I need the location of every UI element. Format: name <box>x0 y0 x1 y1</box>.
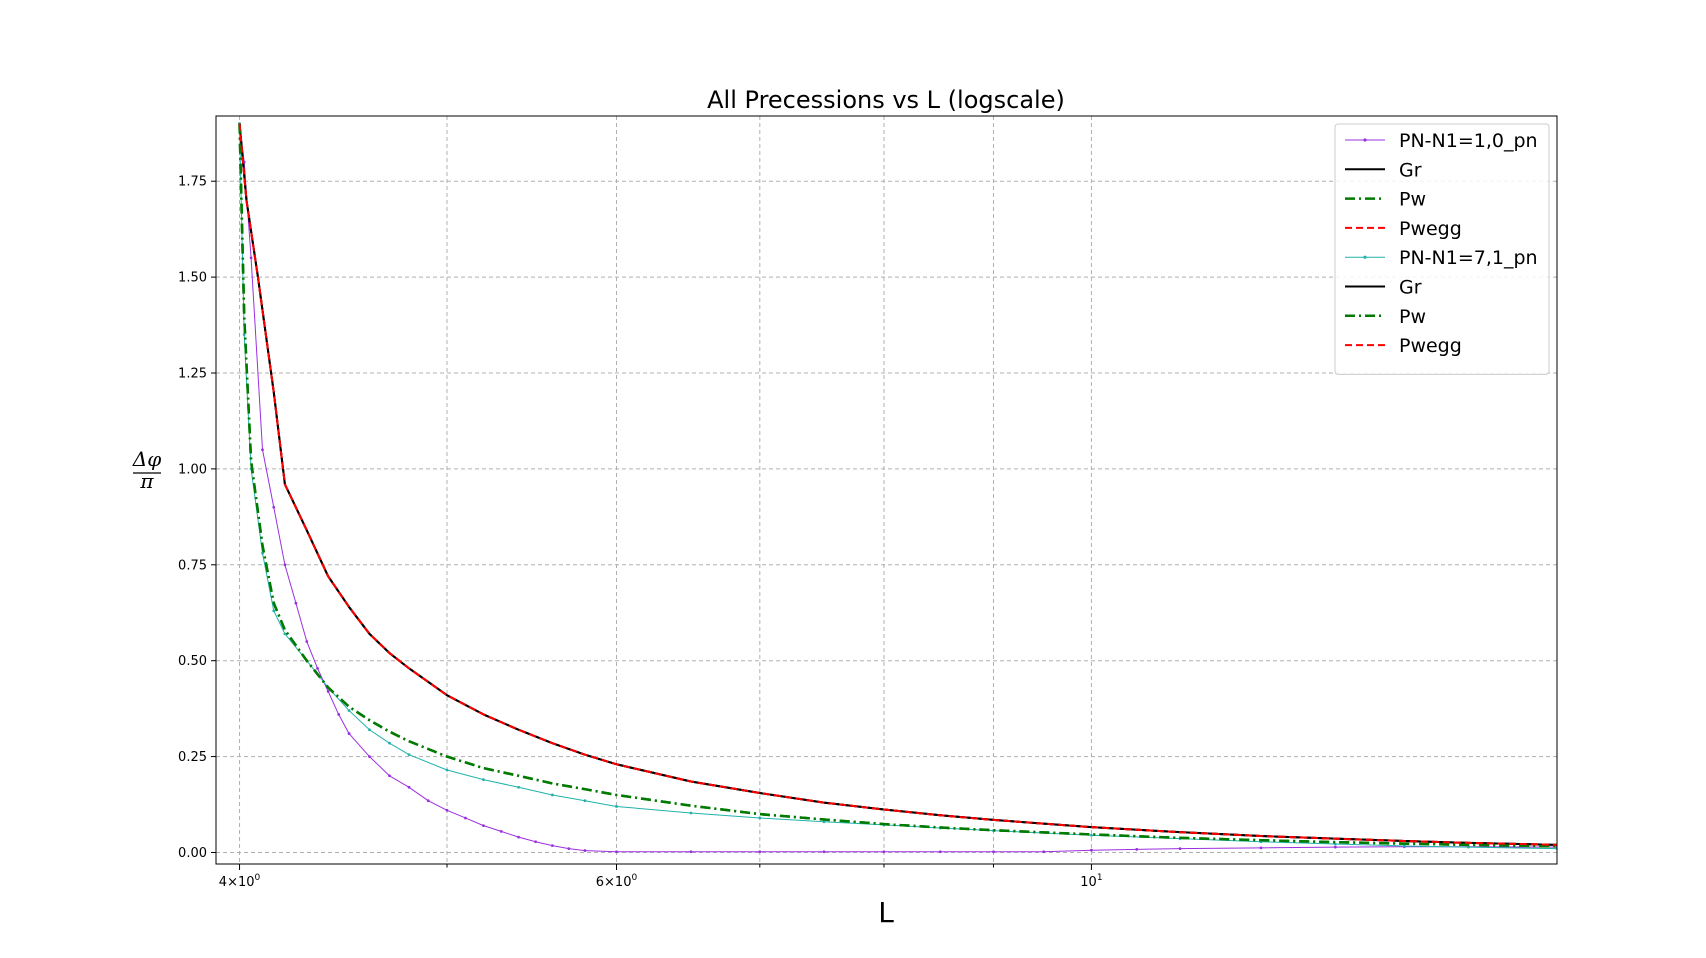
series-0-point-14 <box>407 785 411 789</box>
legend-label-6: Pw <box>1399 306 1426 328</box>
legend-swatch-marker-0 <box>1363 138 1367 142</box>
series-line-7 <box>238 123 1557 846</box>
legend-label-1: Gr <box>1399 159 1422 181</box>
series-0-point-21 <box>534 840 538 844</box>
series-0-point-8 <box>316 666 319 670</box>
y-tick-label-5: 1.25 <box>178 367 207 382</box>
series-0-point-18 <box>482 824 485 828</box>
series-0-point-12 <box>368 755 371 758</box>
series-0-point-9 <box>326 689 330 693</box>
y-tick-label-3: 0.75 <box>178 558 207 573</box>
legend-label-4: PN-N1=7,1_pn <box>1399 247 1538 269</box>
y-axis-label-numerator: Δφ <box>132 447 161 471</box>
series-0-point-27 <box>758 850 762 854</box>
series-0-point-7 <box>305 640 309 643</box>
series-0-point-35 <box>1178 847 1182 851</box>
series-0-point-11 <box>347 732 351 735</box>
series-0-point-24 <box>583 849 587 852</box>
series-0-point-5 <box>283 563 287 567</box>
series-0-point-31 <box>992 850 995 854</box>
series-0-point-2 <box>249 256 253 260</box>
series-0-point-25 <box>615 850 618 854</box>
series-4-point-9 <box>368 728 371 732</box>
series-4-point-8 <box>347 709 351 712</box>
legend: PN-N1=1,0_pn Gr Pw Pwegg PN-N1=7,1_pn Gr Pw Pwe… <box>1334 123 1550 375</box>
x-tick-label-2: 101 <box>1080 873 1102 890</box>
y-tick-label-1: 0.25 <box>178 750 207 765</box>
series-4-point-4 <box>272 609 276 613</box>
legend-label-3: Pwegg <box>1399 218 1462 240</box>
y-tick-label-2: 0.50 <box>178 654 207 669</box>
legend-box <box>1334 123 1550 375</box>
series-4-point-12 <box>445 768 449 772</box>
y-axis-label-denominator: π <box>139 469 154 493</box>
series-4-point-20 <box>822 820 826 824</box>
chart-title: All Precessions vs L (logscale) <box>707 86 1065 114</box>
series-4-point-16 <box>583 799 587 803</box>
series-4-point-10 <box>388 741 391 745</box>
series-0-point-17 <box>464 816 467 820</box>
y-tick-label-0: 0.00 <box>178 846 207 861</box>
legend-swatch-marker-4 <box>1363 255 1367 259</box>
series-0-point-6 <box>294 601 298 605</box>
x-axis-ticks: 4×100 6×100 101 <box>219 864 1103 890</box>
legend-label-5: Gr <box>1399 277 1422 299</box>
series-0-point-16 <box>445 808 449 812</box>
series-0-point-33 <box>1090 848 1093 852</box>
series-4-point-15 <box>550 793 554 797</box>
series-4-point-1 <box>242 333 246 337</box>
series-4-point-28 <box>1402 844 1406 848</box>
x-axis-label: L <box>878 896 894 929</box>
series-4-point-5 <box>283 632 287 636</box>
y-axis-label: Δφ π <box>132 447 161 493</box>
series-0-point-10 <box>337 713 341 716</box>
series-4-point-19 <box>758 816 762 820</box>
series-0-point-30 <box>938 850 942 854</box>
y-tick-label-7: 1.75 <box>178 175 207 190</box>
series-0-point-37 <box>1333 845 1337 849</box>
legend-label-7: Pwegg <box>1399 335 1462 357</box>
series-0-point-4 <box>272 505 276 509</box>
series-0-point-32 <box>1042 850 1046 854</box>
series-0-point-34 <box>1135 848 1139 851</box>
series-0-point-15 <box>426 799 430 803</box>
series-4-point-29 <box>1466 845 1470 849</box>
series-0-point-13 <box>388 774 391 778</box>
series-0-point-26 <box>689 850 693 854</box>
x-tick-label-1: 6×100 <box>596 873 638 890</box>
series-0-point-19 <box>499 829 503 833</box>
series-4-point-24 <box>1090 833 1093 837</box>
x-tick-label-0: 4×100 <box>219 873 261 890</box>
legend-label-2: Pw <box>1399 189 1426 211</box>
series-4-point-11 <box>407 753 411 757</box>
series-4-point-14 <box>517 785 520 789</box>
series-0-point-3 <box>261 448 264 452</box>
series-0-point-22 <box>550 844 554 847</box>
y-tick-label-6: 1.50 <box>178 271 207 286</box>
series-0-point-20 <box>517 835 520 839</box>
series-4-point-13 <box>482 778 485 782</box>
series-layer <box>238 122 1557 854</box>
y-tick-label-4: 1.00 <box>178 462 207 477</box>
series-4-point-18 <box>689 811 693 815</box>
legend-label-0: PN-N1=1,0_pn <box>1399 130 1538 152</box>
series-4-point-17 <box>615 805 618 808</box>
series-0-point-23 <box>567 847 571 851</box>
y-axis-ticks: 0.00 0.25 0.50 0.75 1.00 1.25 1.50 1.75 <box>178 175 216 861</box>
series-0-point-28 <box>822 850 826 854</box>
series-0-point-29 <box>882 850 886 854</box>
series-line-6 <box>238 123 1557 848</box>
series-0-point-36 <box>1259 846 1263 850</box>
grid-lines <box>216 116 1557 864</box>
plot-area-frame <box>215 115 1558 865</box>
